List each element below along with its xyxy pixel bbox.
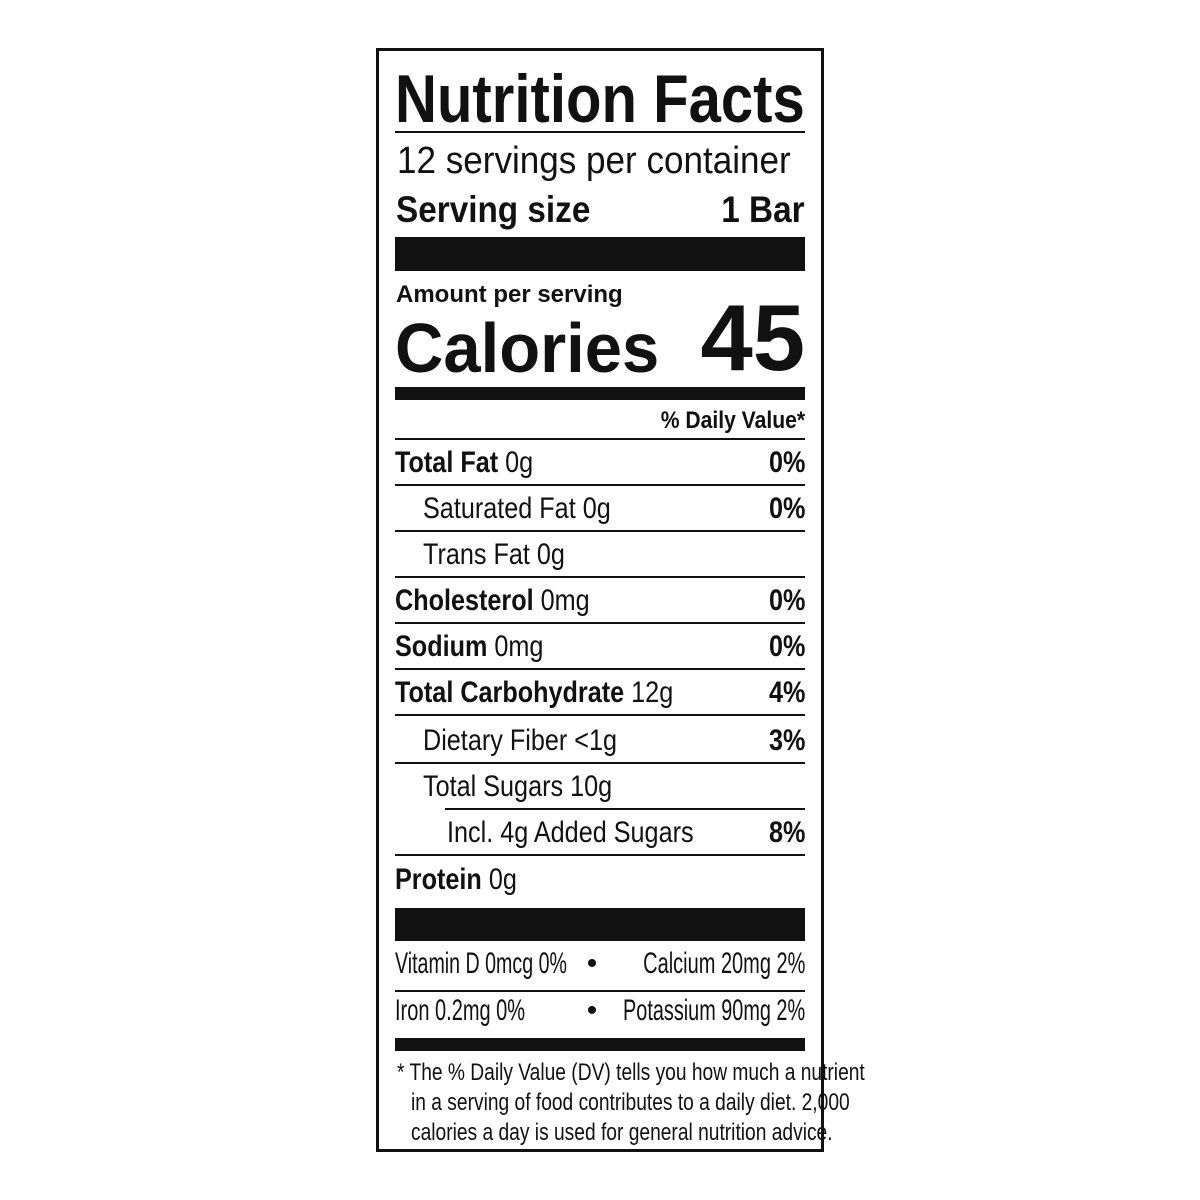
daily-value-header: % Daily Value* (660, 407, 805, 434)
divider-thin (395, 438, 805, 440)
nutrient-label: Dietary Fiber (423, 724, 568, 757)
micronutrient-potassium: Potassium 90mg 2% (622, 994, 805, 1027)
footnote-line-2: in a serving of food contributes to a da… (411, 1089, 850, 1116)
nutrient-row: Cholesterol 0mg 0% (395, 578, 805, 624)
nutrient-name: Protein 0g (395, 865, 517, 895)
nutrient-daily-value: 0% (768, 492, 805, 525)
nutrient-row: Protein 0g (395, 857, 805, 903)
nutrient-daily-value: 3% (768, 724, 805, 757)
nutrient-amount: <1g (574, 724, 618, 757)
nutrient-label: Protein (395, 863, 482, 896)
nutrient-label: Total Fat (395, 446, 499, 479)
divider-medium (395, 387, 805, 400)
nutrient-label: Sodium (395, 630, 488, 663)
nutrient-row: Saturated Fat 0g 0% (395, 486, 805, 532)
nutrient-amount: 0mg (494, 630, 544, 663)
divider-thin (395, 484, 805, 486)
nutrient-row: Total Fat 0g 0% (395, 440, 805, 486)
nutrient-daily-value: 0% (768, 584, 805, 617)
nutrient-name: Sodium 0mg (395, 632, 543, 662)
nutrient-row: Total Sugars 10g (395, 764, 805, 810)
nutrient-daily-value: 4% (768, 676, 805, 709)
divider-thin (395, 131, 805, 133)
nutrient-row: Trans Fat 0g (395, 532, 805, 578)
nutrient-label: Cholesterol (395, 584, 534, 617)
nutrient-name: Total Carbohydrate 12g (395, 678, 673, 708)
micronutrient-vitamin-d: Vitamin D 0mcg 0% (395, 947, 567, 980)
nutrient-name: Dietary Fiber <1g (423, 726, 617, 756)
amount-per-serving: Amount per serving (396, 281, 623, 308)
nutrient-daily-value: 0% (768, 446, 805, 479)
nutrient-amount: 0g (582, 492, 611, 525)
nutrient-name: Total Sugars 10g (423, 772, 612, 802)
divider-thin (395, 990, 805, 992)
divider-medium (395, 1038, 805, 1051)
divider-thin (395, 530, 805, 532)
divider-thick (395, 237, 805, 271)
calories-label: Calories (395, 309, 660, 387)
nutrient-row: Dietary Fiber <1g 3% (395, 718, 805, 764)
footnote-line-1: * The % Daily Value (DV) tells you how m… (397, 1059, 865, 1086)
divider-thin (395, 622, 805, 624)
label-title: Nutrition Facts (395, 61, 805, 137)
bullet-icon: • (586, 994, 598, 1027)
nutrient-row: Sodium 0mg 0% (395, 624, 805, 670)
micronutrient-iron: Iron 0.2mg 0% (395, 994, 526, 1027)
nutrient-label: Incl. 4g Added Sugars (447, 816, 694, 849)
divider-thin (395, 576, 805, 578)
nutrient-amount: 10g (570, 770, 613, 803)
nutrient-amount: 0g (488, 863, 517, 896)
nutrient-daily-value: 8% (768, 816, 805, 849)
nutrient-amount: 0mg (540, 584, 590, 617)
serving-size-label: Serving size (396, 189, 591, 230)
nutrient-label: Total Sugars (423, 770, 564, 803)
serving-size-value: 1 Bar (721, 189, 805, 230)
footnote-line-3: calories a day is used for general nutri… (411, 1119, 833, 1146)
nutrient-amount: 0g (505, 446, 534, 479)
servings-per-container: 12 servings per container (397, 140, 791, 182)
nutrient-name: Total Fat 0g (395, 448, 533, 478)
nutrient-amount: 0g (536, 538, 565, 571)
nutrition-facts-label: Nutrition Facts 12 servings per containe… (376, 48, 865, 1152)
divider-thin (395, 668, 805, 670)
divider-thin (395, 854, 805, 856)
nutrient-row: Incl. 4g Added Sugars 8% (395, 810, 805, 856)
nutrient-name: Cholesterol 0mg (395, 586, 590, 616)
nutrient-name: Trans Fat 0g (423, 540, 565, 570)
nutrient-daily-value: 0% (768, 630, 805, 663)
micronutrient-calcium: Calcium 20mg 2% (642, 947, 805, 980)
divider-thin (395, 714, 805, 716)
bullet-icon: • (586, 947, 598, 980)
nutrient-name: Incl. 4g Added Sugars (447, 818, 694, 848)
nutrient-label: Trans Fat (423, 538, 530, 571)
nutrient-name: Saturated Fat 0g (423, 494, 611, 524)
divider-thick (395, 908, 805, 941)
divider-thin (445, 808, 805, 810)
calories-value: 45 (700, 285, 805, 390)
divider-thin (395, 762, 805, 764)
nutrient-row: Total Carbohydrate 12g 4% (395, 670, 805, 716)
nutrient-amount: 12g (631, 676, 674, 709)
nutrient-label: Total Carbohydrate (395, 676, 625, 709)
nutrient-label: Saturated Fat (423, 492, 576, 525)
